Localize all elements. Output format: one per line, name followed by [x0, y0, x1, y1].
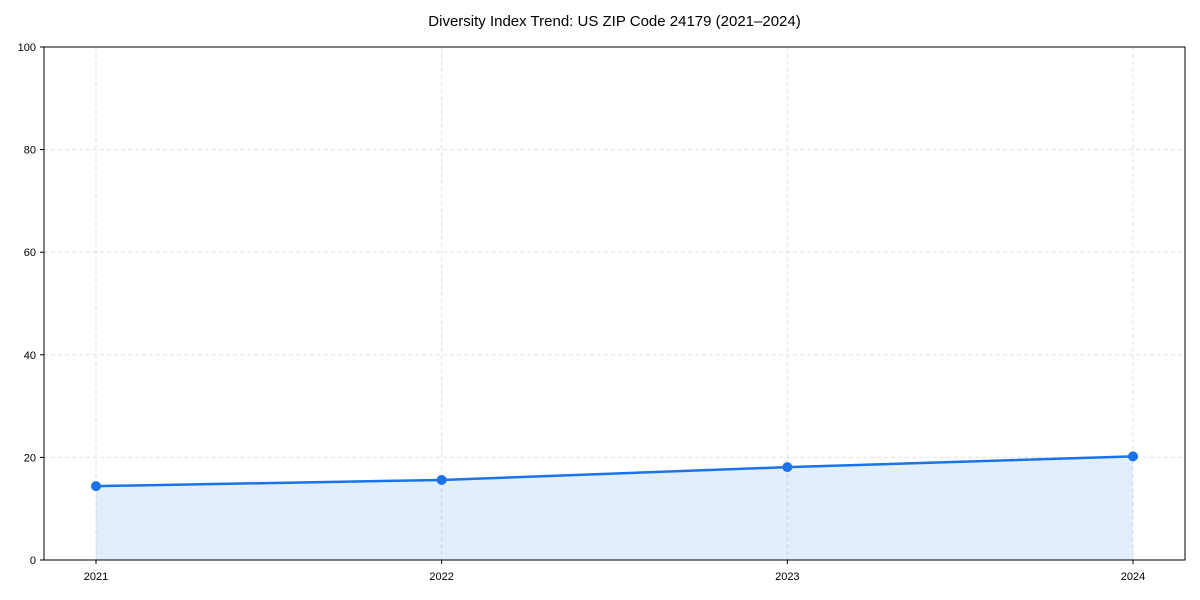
chart-title: Diversity Index Trend: US ZIP Code 24179…: [428, 13, 801, 30]
y-tick-label: 0: [30, 555, 36, 567]
x-tick-label: 2023: [775, 571, 799, 583]
y-tick-label: 20: [24, 452, 36, 464]
x-tick-label: 2022: [429, 571, 453, 583]
x-tick-label: 2021: [84, 571, 108, 583]
plot-border: [43, 46, 1186, 561]
y-tick-label: 100: [18, 42, 36, 54]
x-tick-label: 2024: [1121, 571, 1145, 583]
y-tick-label: 60: [24, 247, 36, 259]
data-point: [1128, 451, 1138, 462]
data-point: [436, 474, 447, 485]
area-fill: [96, 456, 1133, 560]
y-tick-label: 80: [24, 145, 36, 157]
data-point: [782, 462, 793, 473]
trend-line: [94, 455, 1135, 488]
data-point: [91, 481, 101, 492]
y-tick-label: 40: [24, 350, 36, 362]
